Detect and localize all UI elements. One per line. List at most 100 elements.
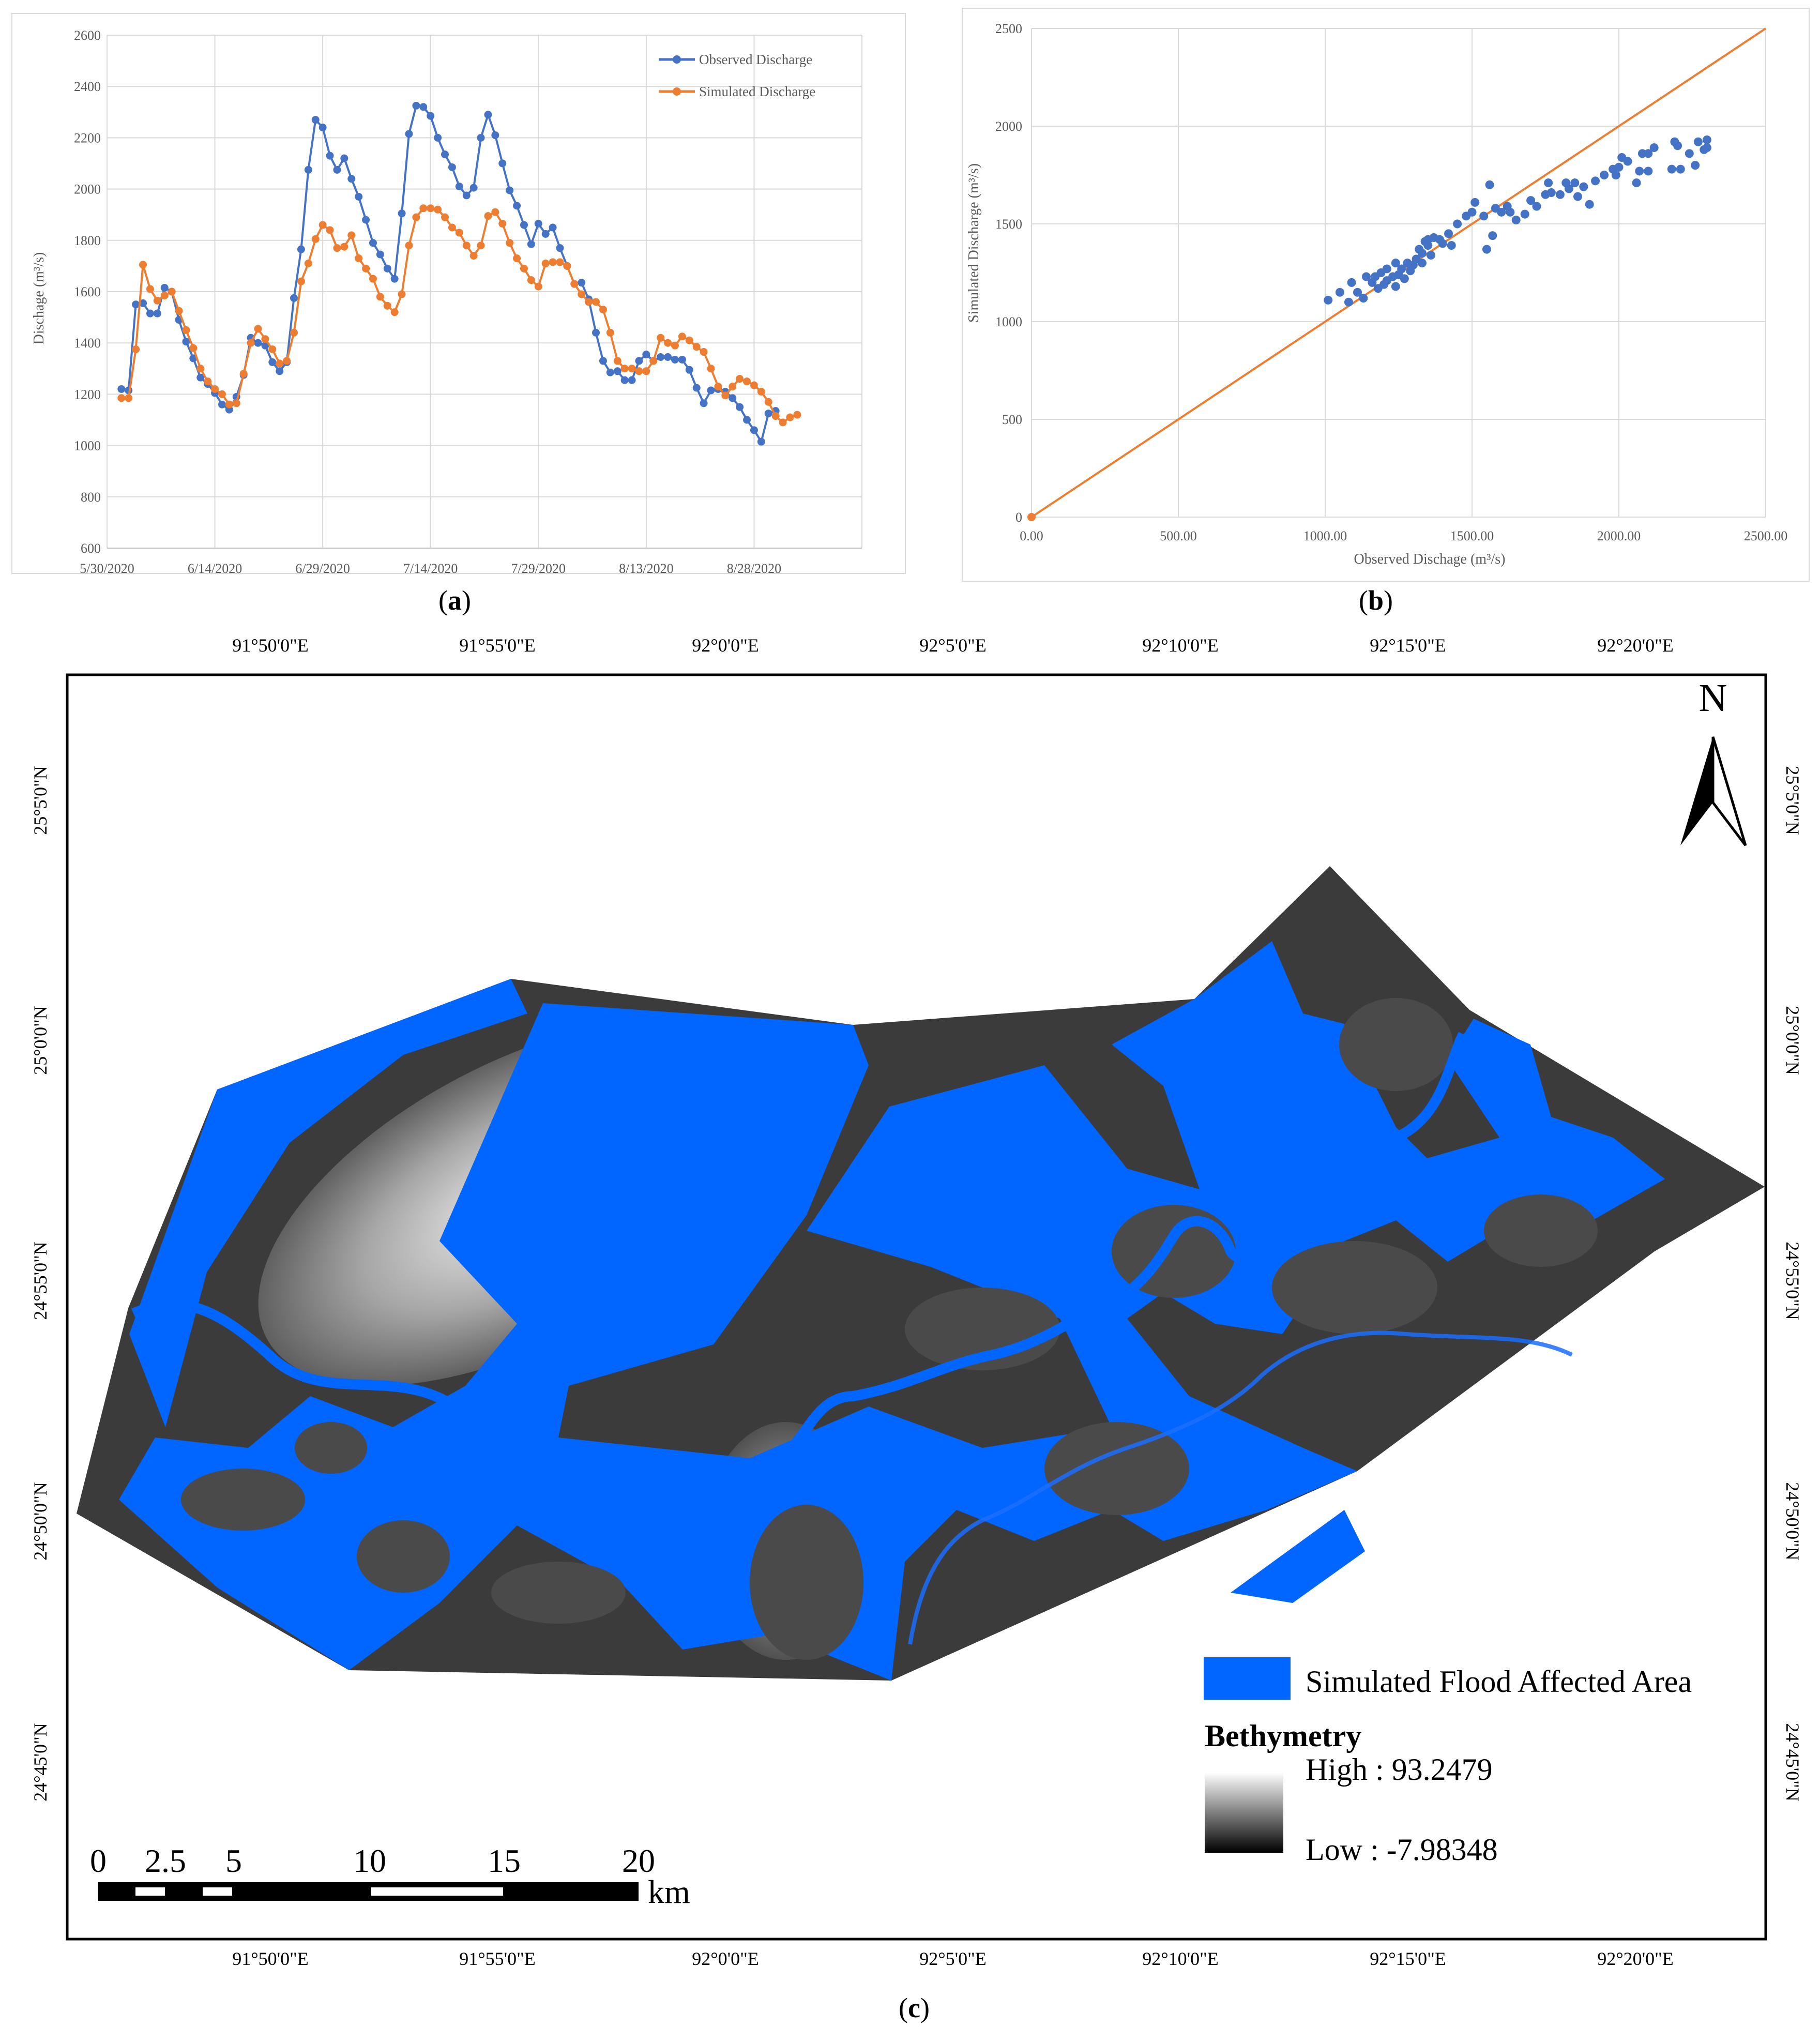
chart-a-x-tick-labels: 5/30/2020 6/14/2020 6/29/2020 7/14/2020 7/29… [80, 561, 781, 574]
chart-a-ytick: 1800 [74, 233, 101, 248]
map-top-lon-label: 91°50'0"E [232, 635, 309, 656]
map-right-latitude-labels: 25°5'0"N 25°0'0"N 24°55'0"N 24°50'0"N 24°45'… [1782, 766, 1803, 1802]
chart-b-point [1544, 178, 1553, 188]
chart-a-point [541, 230, 550, 238]
map-bottom-lon-label: 92°15'0"E [1370, 1948, 1446, 1969]
chart-a-point [304, 165, 312, 174]
chart-a-point [707, 365, 715, 373]
chart-b-point [1423, 241, 1433, 250]
scale-tick-20: 20 [622, 1842, 655, 1879]
chart-a-point [347, 175, 356, 183]
chart-a-point [168, 288, 176, 296]
chart-a-point [232, 399, 240, 407]
chart-a-point [613, 357, 621, 365]
chart-a-point [239, 370, 248, 378]
chart-a-point [664, 339, 672, 347]
chart-b-point [1506, 207, 1515, 217]
chart-a-point [513, 254, 521, 263]
chart-a-point [764, 410, 772, 418]
chart-a-point [427, 204, 435, 213]
legend-high-label: High : 93.2479 [1306, 1752, 1493, 1787]
chart-b-point [1635, 167, 1644, 176]
map-right-lat-label: 24°45'0"N [1782, 1723, 1803, 1802]
chart-b-point [1382, 264, 1391, 274]
chart-b-origin-point [1027, 513, 1036, 521]
chart-a-ytick: 2000 [74, 182, 101, 197]
chart-a-point [189, 344, 198, 352]
chart-a-point [506, 239, 514, 247]
map-left-lat-label: 25°5'0"N [30, 766, 51, 835]
chart-a-point [318, 124, 327, 132]
chart-b-ytick: 500 [1002, 412, 1022, 427]
chart-a-point [340, 154, 348, 162]
map-right-lat-label: 24°50'0"N [1782, 1482, 1803, 1561]
chart-a-ytick: 600 [81, 541, 101, 556]
chart-a-point [261, 335, 269, 343]
chart-a-point [549, 223, 557, 232]
chart-a-point [326, 152, 334, 160]
chart-a-point [117, 385, 126, 393]
chart-a-point [620, 365, 629, 373]
flood-affected-areas [119, 941, 1665, 1681]
scatter-observed-vs-simulated-chart: 0 500 1000 1500 2000 2500 0.00 500.00 1000.00 15… [962, 8, 1810, 582]
chart-b-point [1644, 167, 1653, 176]
chart-a-point [318, 221, 327, 229]
chart-a-point [326, 226, 334, 234]
chart-a-point [642, 367, 650, 375]
chart-a-xtick: 5/30/2020 [80, 561, 134, 574]
panel-label-a: (a) [438, 585, 471, 616]
chart-b-gridlines [1031, 28, 1766, 518]
chart-a-point [276, 367, 284, 375]
chart-b-xtick: 0.00 [1020, 528, 1043, 543]
chart-a-point [146, 285, 154, 293]
chart-a-point [635, 357, 643, 365]
chart-a-point [513, 202, 521, 210]
chart-a-point [204, 377, 212, 386]
chart-b-x-tick-labels: 0.00 500.00 1000.00 1500.00 2000.00 2500.00 [1020, 528, 1787, 543]
chart-a-point [477, 133, 485, 142]
chart-a-point [160, 291, 169, 299]
chart-b-point [1479, 211, 1489, 221]
map-right-lat-label: 25°5'0"N [1782, 766, 1803, 835]
chart-b-point [1685, 149, 1694, 158]
scale-bar: 0 2.5 5 10 15 20 km [90, 1842, 690, 1910]
chart-a-series [117, 101, 801, 446]
scale-tick-15: 15 [488, 1842, 521, 1879]
chart-a-point [441, 213, 449, 221]
chart-a-point [477, 241, 485, 250]
chart-a-point [556, 244, 564, 252]
chart-b-point [1444, 229, 1453, 238]
chart-a-point [671, 355, 679, 364]
chart-a-point [729, 383, 737, 391]
chart-a-point [556, 258, 564, 266]
chart-a-point [376, 293, 384, 301]
chart-a-point [700, 348, 708, 356]
chart-a-point [570, 280, 579, 288]
chart-a-point [398, 209, 406, 218]
chart-a-point [743, 377, 751, 386]
chart-a-xtick: 7/14/2020 [403, 561, 458, 574]
map-bottom-longitude-labels: 91°50'0"E 91°55'0"E 92°0'0"E 92°5'0"E 92°10'… [232, 1948, 1674, 1969]
map-bottom-lon-label: 91°55'0"E [459, 1948, 536, 1969]
chart-b-point [1691, 161, 1700, 170]
chart-a-point [347, 231, 356, 239]
chart-a-point [139, 261, 147, 269]
chart-b-point [1573, 192, 1582, 201]
chart-a-point [218, 400, 226, 409]
chart-a-point [779, 418, 787, 427]
chart-b-y-axis-label: Simulated Discharge (m³/s) [966, 163, 982, 323]
chart-a-point [541, 259, 550, 267]
chart-a-point [707, 386, 715, 395]
chart-a-point [405, 241, 413, 250]
chart-b-points [1324, 135, 1711, 307]
chart-b-point [1453, 219, 1462, 229]
chart-a-point [340, 243, 348, 251]
chart-a-point [304, 259, 312, 267]
chart-b-xtick: 2000.00 [1597, 528, 1641, 543]
chart-b-ytick: 1500 [995, 217, 1022, 232]
chart-a-point [527, 276, 535, 284]
chart-b-point [1673, 141, 1682, 150]
chart-a-point [434, 205, 442, 214]
chart-a-ytick: 2400 [74, 79, 101, 94]
chart-a-point [692, 384, 701, 392]
